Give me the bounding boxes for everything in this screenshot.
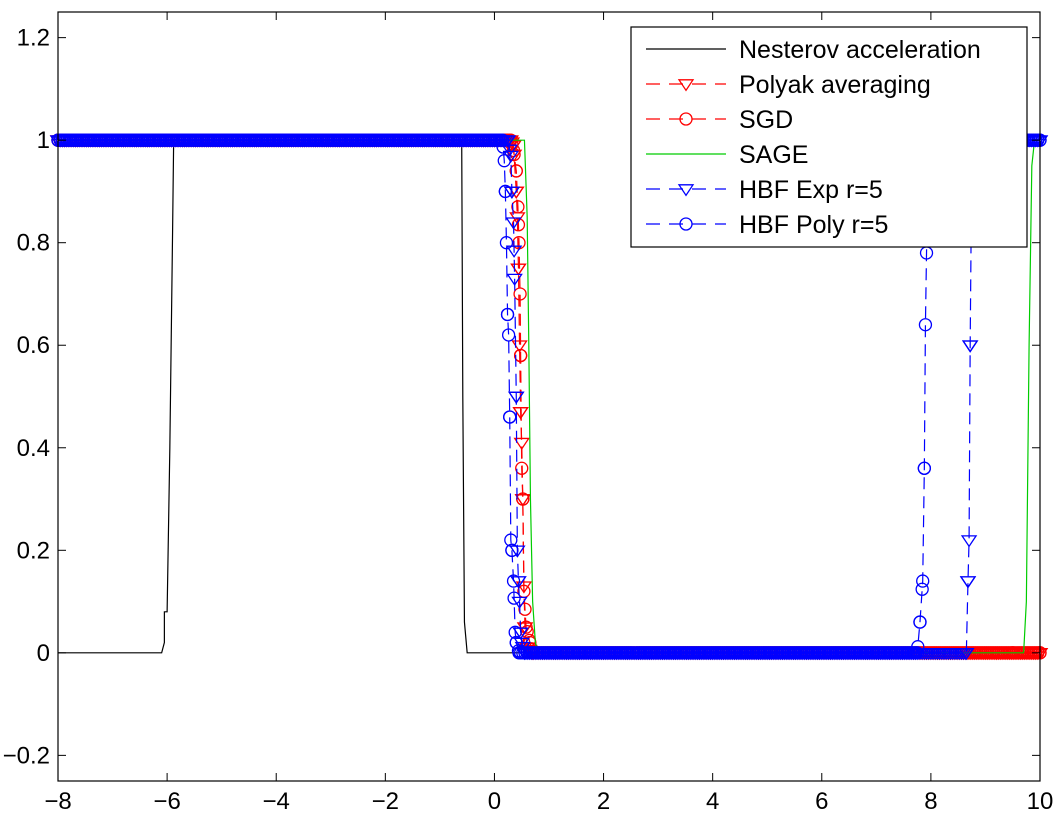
series-line <box>58 139 1040 654</box>
y-tick-label: 1 <box>37 127 50 154</box>
legend-entry: SAGE <box>646 141 808 169</box>
series-marker <box>513 287 527 301</box>
series-marker <box>960 535 978 548</box>
series-marker <box>508 391 525 404</box>
axes: −8 −6 −4 −2 0 2 4 6 8 10 −0.2 0 0.2 0.4 0.6 0.8 1 1.2 <box>3 11 1054 815</box>
y-tick-label: 0.4 <box>17 435 50 462</box>
series-marker <box>509 545 526 558</box>
x-tick-label: 10 <box>1027 788 1054 815</box>
legend-label: Polyak averaging <box>739 71 931 99</box>
legend-entry: HBF Exp r=5 <box>646 176 883 204</box>
x-tick-label: 0 <box>488 788 501 815</box>
series-marker <box>506 273 523 287</box>
series-marker <box>501 144 518 157</box>
y-tick-label: 0.2 <box>17 537 50 564</box>
series-marker <box>512 646 526 660</box>
x-tick-label: −4 <box>263 788 290 815</box>
series-marker <box>509 635 523 650</box>
series-marker <box>511 200 525 214</box>
series-marker <box>500 307 515 322</box>
series-marker <box>512 627 529 640</box>
series-marker <box>959 576 977 589</box>
series-marker <box>918 318 933 332</box>
series-marker <box>497 154 511 168</box>
series-layer <box>49 133 1049 661</box>
series-marker <box>505 217 522 230</box>
series-marker <box>509 164 523 178</box>
series-marker <box>512 407 529 420</box>
legend-label: SAGE <box>739 141 808 169</box>
y-tick-label: 0 <box>37 640 50 667</box>
legend-swatch-marker <box>677 79 695 92</box>
series-marker <box>507 591 521 605</box>
series-marker <box>506 574 521 588</box>
y-tick-label: 0.8 <box>17 230 50 257</box>
x-tick-label: 4 <box>706 788 719 815</box>
series-marker <box>505 245 523 258</box>
series-marker <box>502 150 520 164</box>
legend: Nesterov acceleration Polyak averaging SGD… <box>630 26 1028 248</box>
legend-label: SGD <box>739 106 793 134</box>
series-marker <box>499 236 514 250</box>
legend-label: HBF Poly r=5 <box>739 211 888 239</box>
series-marker <box>958 647 975 661</box>
series-marker <box>495 133 510 147</box>
y-tick-label: −0.2 <box>3 742 50 769</box>
axes-frame <box>57 11 1041 782</box>
series-marker <box>913 615 927 629</box>
x-tick-label: 6 <box>815 788 828 815</box>
series-marker <box>511 218 526 232</box>
series-marker <box>503 410 517 424</box>
series-marker <box>513 348 528 363</box>
x-tick-label: −2 <box>372 788 399 815</box>
series-marker <box>515 461 529 475</box>
x-tick-label: −8 <box>44 788 71 815</box>
y-tick-label: 1.2 <box>17 25 50 52</box>
series-marker <box>503 186 521 199</box>
series-marker <box>505 543 519 557</box>
x-tick-label: −6 <box>153 788 180 815</box>
series-marker <box>915 582 929 596</box>
series-marker <box>498 184 513 199</box>
x-tick-label: 2 <box>597 788 610 815</box>
series-marker <box>961 340 979 353</box>
series-line <box>58 139 1040 654</box>
series-marker <box>910 646 924 660</box>
series-marker <box>911 640 925 654</box>
series-marker <box>916 574 930 588</box>
series-marker <box>518 602 532 616</box>
series-marker <box>917 461 931 475</box>
legend-entry: SGD <box>646 106 793 134</box>
series-line <box>58 139 1036 654</box>
series-3 <box>58 139 1036 654</box>
series-0 <box>58 139 1040 654</box>
y-tick-label: 0.6 <box>17 332 50 359</box>
series-marker <box>508 625 522 639</box>
legend-swatch-marker <box>679 112 693 126</box>
legend-entry: Polyak averaging <box>646 71 931 99</box>
legend-label: Nesterov acceleration <box>739 36 981 64</box>
series-marker <box>501 328 516 342</box>
series-line <box>58 139 1040 654</box>
legend-swatch-marker <box>677 184 695 197</box>
legend-label: HBF Exp r=5 <box>739 176 883 204</box>
legend-swatch-marker <box>679 217 693 231</box>
series-marker <box>496 140 510 154</box>
series-marker <box>504 533 518 547</box>
series-marker <box>513 637 530 651</box>
legend-entry: HBF Poly r=5 <box>646 211 888 239</box>
legend-entry: Nesterov acceleration <box>646 36 981 64</box>
x-tick-label: 8 <box>924 788 937 815</box>
legend-box <box>630 26 1028 248</box>
